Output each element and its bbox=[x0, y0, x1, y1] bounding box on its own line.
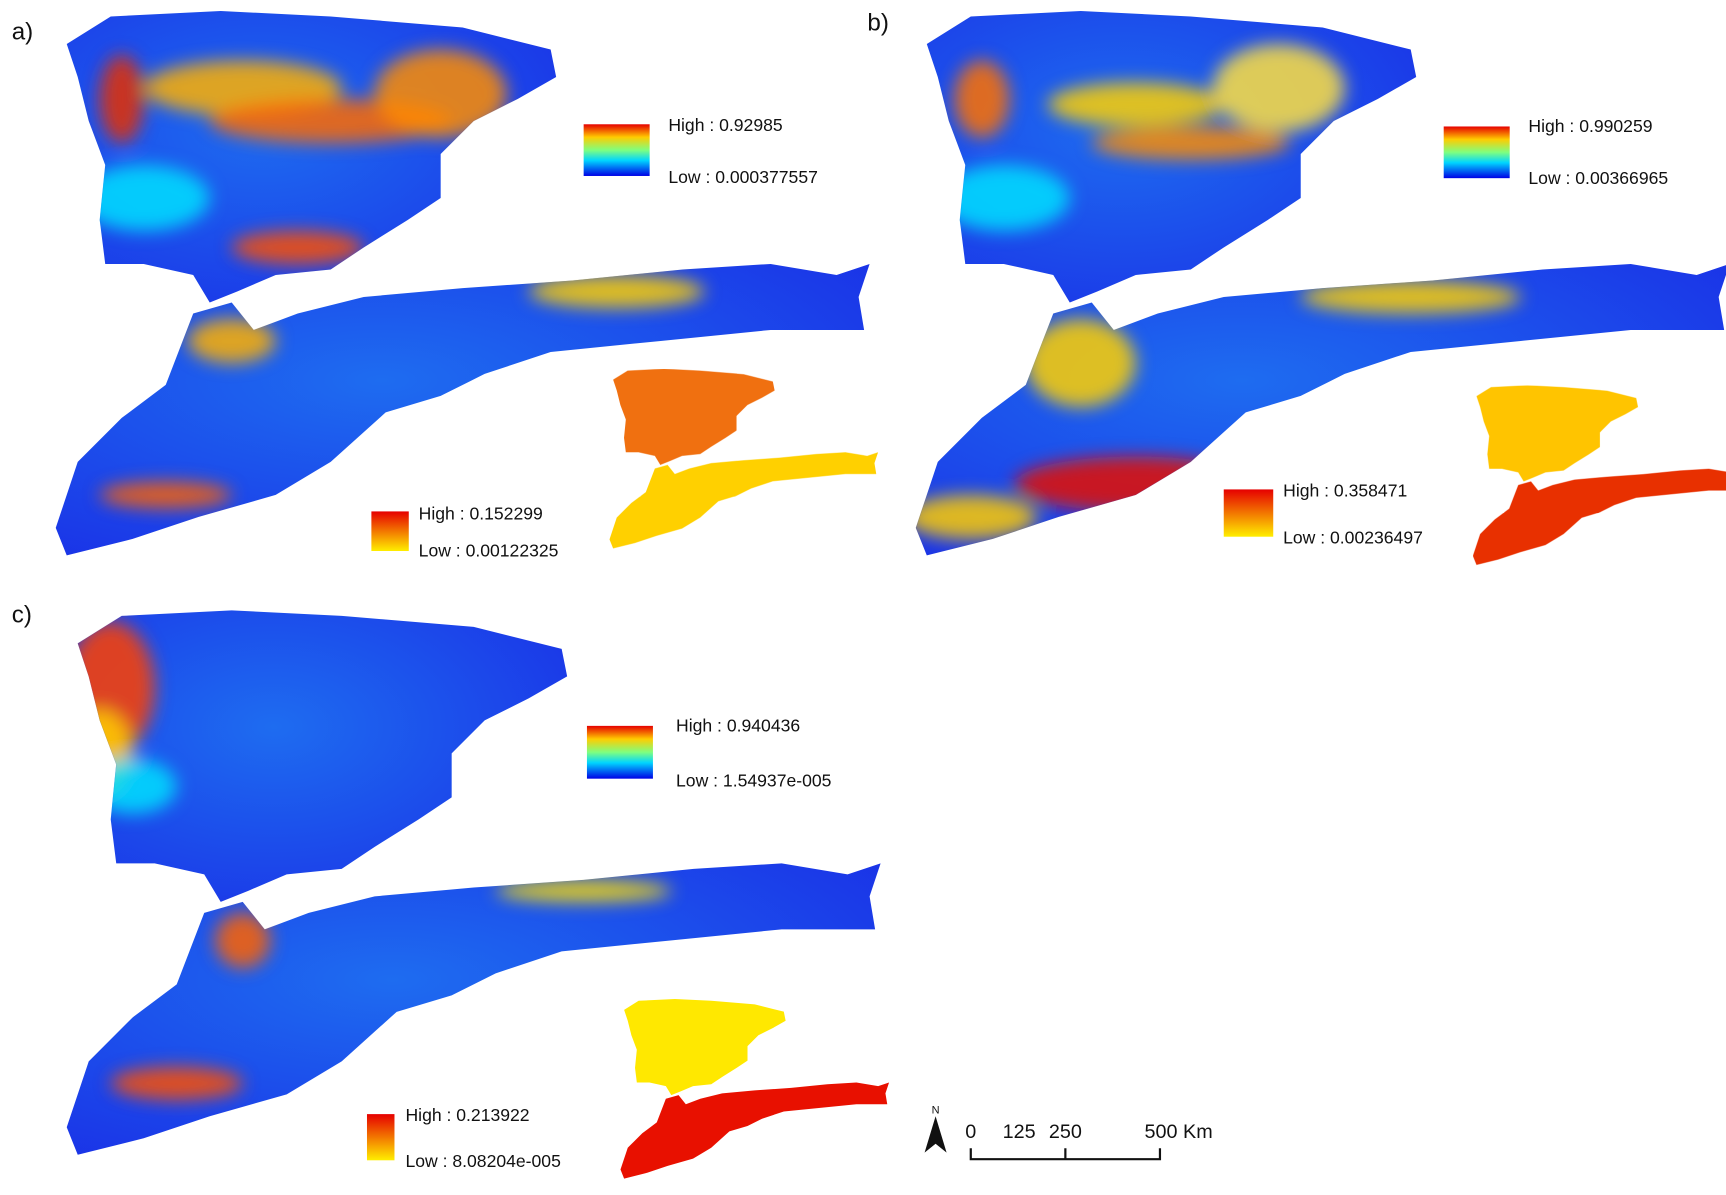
land bbox=[78, 610, 567, 901]
patch bbox=[188, 319, 276, 363]
land bbox=[620, 1082, 889, 1178]
patch bbox=[938, 165, 1070, 231]
land bbox=[624, 999, 786, 1095]
inset-legend-low: Low : 8.08204e-005 bbox=[405, 1151, 561, 1171]
scale-label: 0 bbox=[965, 1121, 976, 1143]
panel-label: a) bbox=[12, 18, 34, 45]
patch bbox=[1301, 280, 1521, 313]
legend-bar bbox=[1444, 126, 1510, 178]
map bbox=[905, 11, 1726, 555]
land bbox=[609, 452, 878, 548]
north-arrow bbox=[925, 1116, 947, 1152]
panel-label: c) bbox=[12, 601, 32, 628]
page: {"panels": [ {"label": "a)", "legend": {… bbox=[0, 0, 1726, 1190]
legend-bar bbox=[584, 124, 650, 176]
scale-bar: N 0 125 250 500 Km bbox=[925, 1105, 1213, 1159]
patch bbox=[232, 231, 364, 264]
legend-low: Low : 1.54937e-005 bbox=[676, 771, 832, 791]
legend-high: High : 0.92985 bbox=[668, 115, 783, 135]
patch bbox=[375, 49, 507, 137]
patch bbox=[954, 60, 1009, 137]
land bbox=[613, 369, 775, 465]
north-label: N bbox=[932, 1105, 940, 1117]
scale-label: 250 bbox=[1049, 1121, 1082, 1143]
legend-low: Low : 0.000377557 bbox=[668, 167, 818, 187]
inset-legend-high: High : 0.213922 bbox=[405, 1105, 529, 1125]
patch bbox=[905, 495, 1037, 539]
inset-map bbox=[620, 999, 889, 1179]
patch bbox=[1026, 319, 1136, 407]
inset-legend-low: Low : 0.00122325 bbox=[419, 541, 559, 561]
legend-high: High : 0.940436 bbox=[676, 716, 800, 736]
scale-label: 125 bbox=[1003, 1121, 1036, 1143]
patch bbox=[100, 55, 144, 143]
legend-high: High : 0.990259 bbox=[1528, 116, 1652, 136]
inset-legend-bar bbox=[371, 511, 408, 551]
inset-legend-bar bbox=[1224, 489, 1273, 536]
patch bbox=[529, 275, 705, 308]
land bbox=[1476, 385, 1638, 481]
patch bbox=[1092, 126, 1290, 159]
patch bbox=[111, 1067, 243, 1100]
patch bbox=[215, 913, 270, 968]
figure: a) High : 0.92985 Low : 0.000377557 High : … bbox=[0, 0, 1726, 1190]
inset-legend-bar bbox=[367, 1114, 394, 1160]
patch bbox=[89, 759, 177, 814]
panel-label: b) bbox=[867, 10, 889, 37]
maps bbox=[56, 11, 1726, 1179]
scale-line bbox=[971, 1148, 1160, 1159]
inset-legend-high: High : 0.152299 bbox=[419, 503, 543, 523]
patch bbox=[496, 880, 672, 902]
patch bbox=[100, 482, 232, 508]
patch bbox=[1048, 82, 1224, 126]
inset-map bbox=[609, 369, 878, 549]
legend-low: Low : 0.00366965 bbox=[1528, 168, 1668, 188]
inset-legend-high: High : 0.358471 bbox=[1283, 480, 1407, 500]
scale-label: 500 Km bbox=[1145, 1121, 1213, 1143]
legend-bar bbox=[587, 726, 653, 779]
patch bbox=[1213, 44, 1345, 132]
land bbox=[1473, 469, 1726, 565]
inset-map bbox=[1473, 385, 1726, 565]
inset-legend-low: Low : 0.00236497 bbox=[1283, 528, 1423, 548]
map bbox=[67, 610, 881, 1154]
patch bbox=[78, 165, 210, 231]
patch bbox=[1015, 456, 1257, 511]
